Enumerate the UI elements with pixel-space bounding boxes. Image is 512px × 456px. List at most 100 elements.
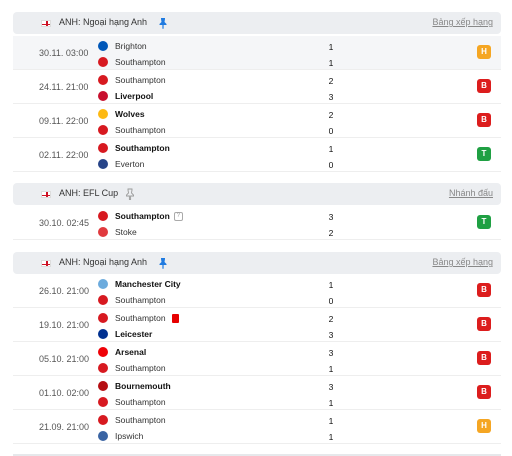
everton-crest-icon [98,159,108,169]
manchester-city-crest-icon [98,279,108,289]
southampton-crest-icon [98,363,108,373]
away-team-name: Leicester [115,329,153,339]
home-team-name: Southampton [115,143,170,153]
competition-name[interactable]: ANH: Ngoại hạng Anh [59,257,148,267]
southampton-crest-icon [98,295,108,305]
match-date: 19.10. 21:00 [39,320,90,330]
match-row[interactable]: 30.10. 02:45 Southampton? Stoke 3 2 T [13,206,501,240]
match-date: 30.11. 03:00 [39,48,89,58]
red-card-icon [171,313,179,323]
leicester-crest-icon [98,329,108,339]
match-date: 09.11. 22:00 [39,116,89,126]
brighton-crest-icon [98,41,108,51]
england-flag-icon [41,260,51,267]
home-score: 3 [328,212,334,222]
away-score: 1 [328,432,334,442]
liverpool-crest-icon [98,91,108,101]
panel-divider [13,454,501,456]
away-score: 0 [328,296,334,306]
result-badge: B [477,283,491,297]
match-date: 30.10. 02:45 [39,218,90,228]
match-date: 01.10. 02:00 [39,388,90,398]
away-team-name: Ipswich [115,431,144,441]
result-badge: B [477,317,491,331]
home-score: 1 [328,144,334,154]
away-score: 3 [328,92,334,102]
home-team-name: Southampton [115,313,166,323]
match-row[interactable]: 21.09. 21:00 Southampton Ipswich 1 1 H [13,410,501,444]
home-team-name: Southampton [115,211,170,221]
competition-section-premier-league-2: ANH: Ngoại hạng Anh Bảng xếp hạng [13,252,501,274]
home-team-name: Southampton [115,415,166,425]
standings-link[interactable]: Bảng xếp hạng [432,257,493,267]
home-score: 3 [328,382,334,392]
southampton-crest-icon [98,75,108,85]
away-team-name: Southampton [115,397,166,407]
home-team-name: Wolves [115,109,145,119]
pin-icon[interactable] [158,257,168,269]
match-row[interactable]: 05.10. 21:00 Arsenal Southampton 3 1 B [13,342,501,376]
match-row[interactable]: 26.10. 21:00 Manchester City Southampton… [13,274,501,308]
result-badge: H [477,419,491,433]
competition-header: ANH: Ngoại hạng Anh Bảng xếp hạng [13,12,501,34]
match-row[interactable]: 19.10. 21:00 Southampton Leicester 2 3 B [13,308,501,342]
away-score: 3 [328,330,334,340]
match-row[interactable]: 24.11. 21:00 Southampton Liverpool 2 3 B [13,70,501,104]
home-score: 2 [328,110,334,120]
competition-header: ANH: Ngoại hạng Anh Bảng xếp hạng [13,252,501,274]
match-date: 02.11. 22:00 [39,150,89,160]
match-row[interactable]: 30.11. 03:00 Brighton Southampton 1 1 H [13,36,501,70]
competition-section-efl-cup: ANH: EFL Cup Nhánh đấu [13,183,501,205]
home-score: 1 [328,416,334,426]
pin-icon[interactable] [125,188,135,200]
home-score: 1 [328,42,334,52]
match-date: 26.10. 21:00 [39,286,90,296]
arsenal-crest-icon [98,347,108,357]
stoke-crest-icon [98,227,108,237]
pin-icon[interactable] [158,17,168,29]
match-row[interactable]: 01.10. 02:00 Bournemouth Southampton 3 1… [13,376,501,410]
home-score: 3 [328,348,334,358]
match-row[interactable]: 09.11. 22:00 Wolves Southampton 2 0 B [13,104,501,138]
match-row[interactable]: 02.11. 22:00 Southampton Everton 1 0 T [13,138,501,172]
match-date: 24.11. 21:00 [39,82,89,92]
home-score: 2 [328,76,334,86]
southampton-crest-icon [98,125,108,135]
southampton-crest-icon [98,397,108,407]
southampton-crest-icon [98,313,108,323]
match-date: 21.09. 21:00 [39,422,90,432]
result-badge: T [477,215,491,229]
competition-header: ANH: EFL Cup Nhánh đấu [13,183,501,205]
away-score: 1 [328,364,334,374]
southampton-crest-icon [98,211,108,221]
southampton-crest-icon [98,143,108,153]
result-badge: B [477,79,491,93]
england-flag-icon [41,191,51,198]
home-score: 1 [328,280,334,290]
home-team-name: Manchester City [115,279,181,289]
away-score: 0 [328,160,334,170]
home-team-name: Southampton [115,75,166,85]
standings-link[interactable]: Bảng xếp hạng [432,17,493,27]
away-team-name: Southampton [115,295,166,305]
england-flag-icon [41,20,51,27]
result-badge: B [477,351,491,365]
competition-name[interactable]: ANH: EFL Cup [59,188,119,198]
away-team-name: Stoke [115,227,137,237]
southampton-crest-icon [98,57,108,67]
match-date: 05.10. 21:00 [39,354,90,364]
away-team-name: Southampton [115,125,166,135]
home-team-name: Arsenal [115,347,147,357]
result-badge: B [477,113,491,127]
competition-section-premier-league-1: ANH: Ngoại hạng Anh Bảng xếp hạng [13,12,501,34]
competition-name[interactable]: ANH: Ngoại hạng Anh [59,17,148,27]
away-score: 1 [328,398,334,408]
home-score: 2 [328,314,334,324]
bournemouth-crest-icon [98,381,108,391]
away-team-name: Southampton [115,57,166,67]
away-team-name: Southampton [115,363,166,373]
ipswich-crest-icon [98,431,108,441]
match-info-icon[interactable]: ? [173,211,183,221]
bracket-link[interactable]: Nhánh đấu [448,188,493,198]
h2h-results-panel: ANH: Ngoại hạng Anh Bảng xếp hạng 30.11.… [13,0,501,456]
